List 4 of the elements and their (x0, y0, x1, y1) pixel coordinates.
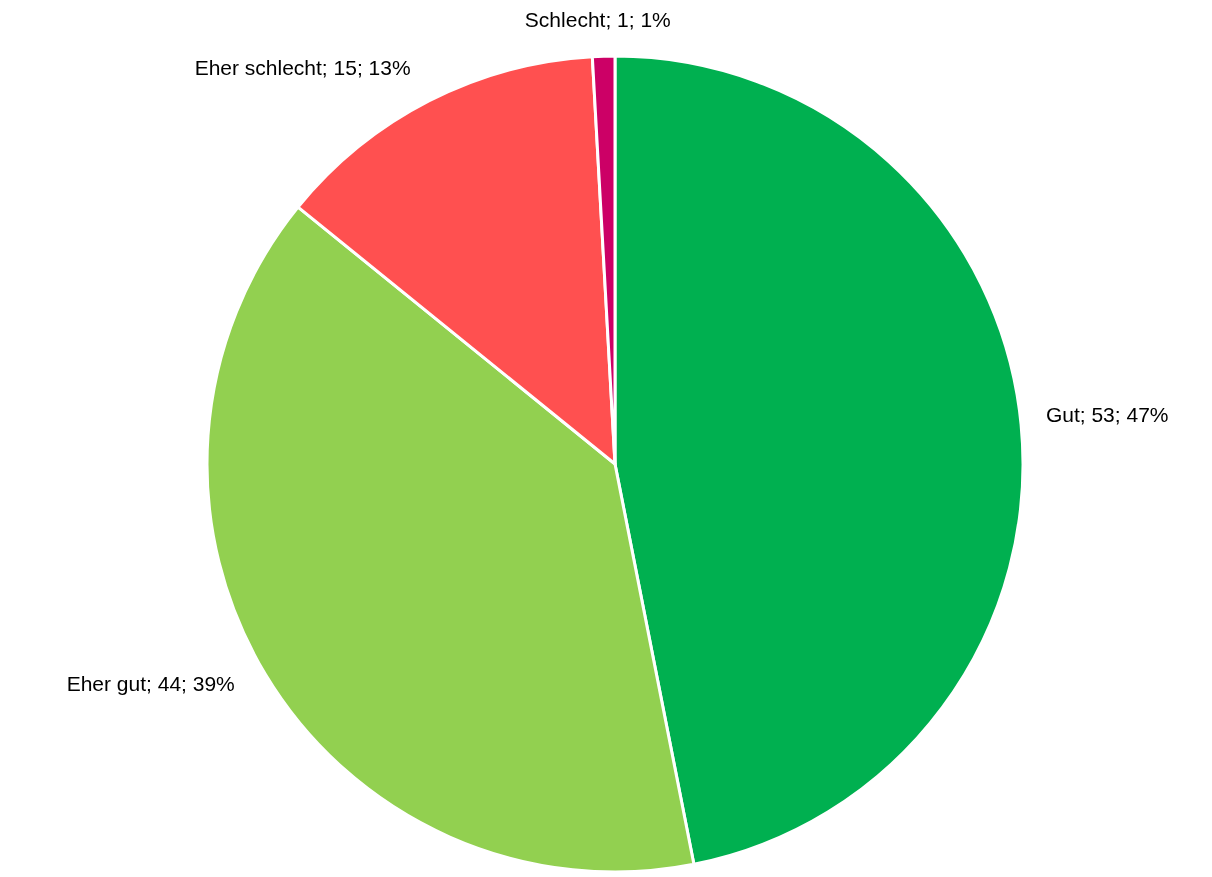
slice-label: Eher schlecht; 15; 13% (194, 55, 411, 79)
slice-label: Eher gut; 44; 39% (66, 671, 235, 695)
slice-label: Schlecht; 1; 1% (524, 7, 671, 31)
slice-label: Gut; 53; 47% (1045, 402, 1169, 426)
